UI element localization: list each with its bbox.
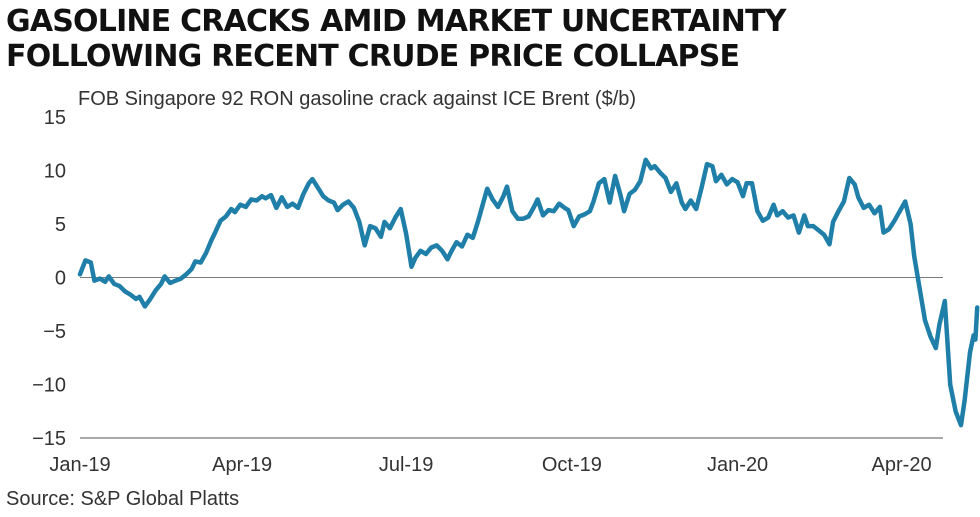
y-axis: 15 10 5 0 −5 −10 −15 [32, 107, 66, 450]
chart-subtitle: FOB Singapore 92 RON gasoline crack agai… [78, 88, 637, 110]
x-tick-label: Jan-19 [49, 454, 110, 476]
x-tick-label: Apr-20 [872, 454, 932, 476]
y-tick-label: 10 [44, 161, 66, 183]
x-tick-label: Oct-19 [542, 454, 602, 476]
x-tick-label: Apr-19 [212, 454, 272, 476]
x-axis: Jan-19 Apr-19 Jul-19 Oct-19 Jan-20 Apr-20 [49, 454, 931, 476]
x-tick-label: Jul-19 [379, 454, 433, 476]
y-tick-label: −10 [32, 375, 66, 397]
y-tick-label: 15 [44, 107, 66, 129]
chart-source: Source: S&P Global Platts [6, 488, 240, 510]
chart-title: GASOLINE CRACKS AMID MARKET UNCERTAINTY … [6, 4, 786, 74]
x-tick-label: Jan-20 [707, 454, 768, 476]
y-tick-label: 0 [55, 268, 66, 290]
y-tick-label: 5 [55, 214, 66, 236]
y-tick-label: −15 [32, 428, 66, 450]
series-line [77, 157, 980, 428]
y-tick-label: −5 [43, 321, 66, 343]
